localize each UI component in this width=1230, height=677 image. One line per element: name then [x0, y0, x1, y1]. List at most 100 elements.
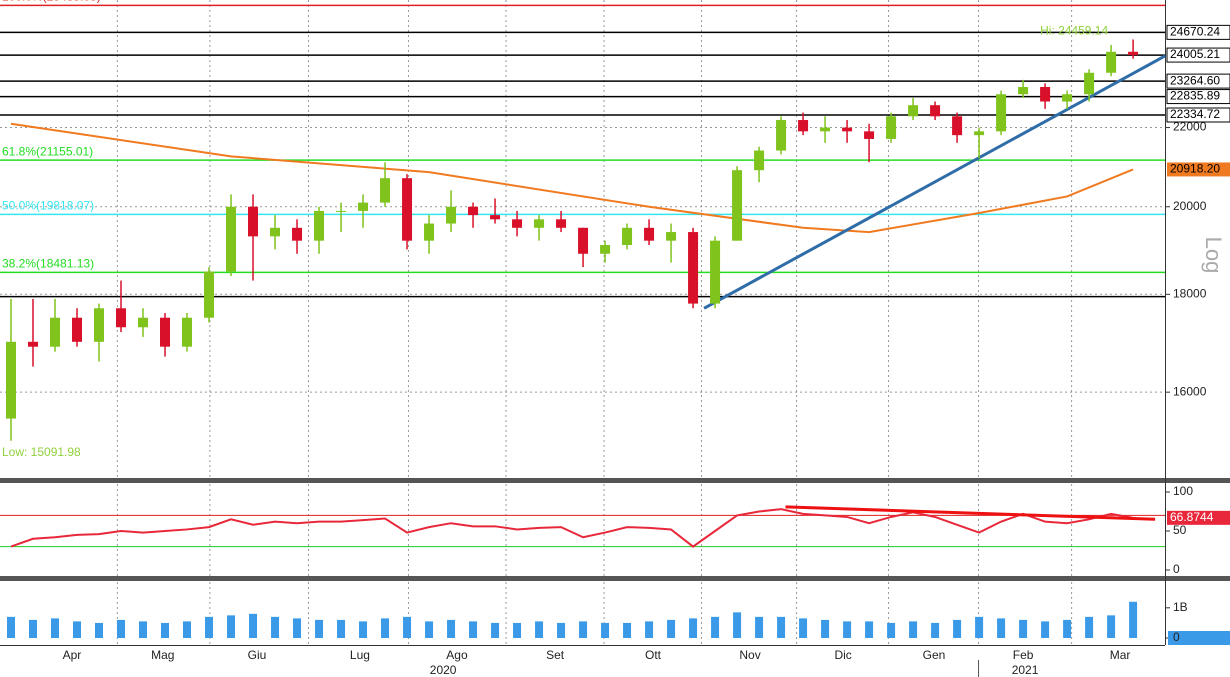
volume-bar	[447, 619, 456, 638]
volume-bar	[1063, 619, 1072, 638]
candle-body	[1040, 87, 1051, 102]
candle-body	[94, 308, 105, 342]
candle-body	[336, 210, 347, 212]
axis-label: Log	[1201, 237, 1226, 274]
candle-body	[424, 223, 435, 241]
volume-bar	[1019, 619, 1028, 638]
candle-body	[732, 170, 743, 241]
trendline	[703, 54, 1166, 310]
level-label: 22835.89	[1170, 89, 1220, 103]
level-label: 23264.60	[1170, 73, 1220, 87]
candle-body	[952, 116, 963, 136]
volume-bar	[403, 616, 412, 638]
volume-bar	[161, 622, 170, 638]
x-tick-label: Apr	[63, 648, 82, 662]
candle-body	[930, 105, 941, 117]
year-label: 2021	[1012, 663, 1039, 677]
y-tick-label: 1B	[1173, 600, 1188, 614]
candle-body	[974, 131, 985, 136]
ma-label-box	[1167, 162, 1230, 177]
x-tick-label: Feb	[1013, 648, 1034, 662]
volume-bar	[1129, 601, 1138, 638]
candle-body	[248, 206, 259, 237]
volume-bar	[887, 622, 896, 638]
candle-body	[798, 120, 809, 132]
volume-bar	[535, 621, 544, 638]
y-tick-label: 20000	[1173, 199, 1207, 213]
candle-body	[204, 271, 215, 318]
panel-separator	[0, 576, 1230, 581]
volume-bar	[183, 621, 192, 638]
x-tick-label: Nov	[739, 648, 760, 662]
candle-body	[1106, 51, 1117, 73]
x-tick-label: Gen	[923, 648, 946, 662]
x-tick-label: Set	[546, 648, 565, 662]
candle-body	[270, 227, 281, 237]
volume-bar	[7, 616, 16, 638]
volume-bar	[359, 621, 368, 638]
level-label: 50.0%(19818.07)	[2, 199, 94, 213]
candle-body	[490, 215, 501, 220]
x-tick-label: Giu	[248, 648, 267, 662]
candle-body	[864, 131, 875, 139]
candle-body	[160, 317, 171, 347]
level-label-box	[1166, 24, 1230, 40]
volume-bar	[249, 613, 258, 638]
volume-bar	[227, 615, 236, 638]
candle-body	[6, 341, 17, 419]
moving-average	[10, 122, 1134, 234]
annotation: Hi: 24459.14	[1040, 24, 1108, 38]
level-label: 100.0%(25485.05)	[2, 0, 101, 4]
volume-bar	[579, 621, 588, 638]
value-label-box	[1167, 510, 1230, 525]
candle-body	[886, 116, 897, 139]
candle-body	[50, 317, 61, 347]
candle-body	[358, 202, 369, 211]
candle-body	[776, 120, 787, 151]
candle-body	[1062, 94, 1073, 102]
volume-bar	[733, 612, 742, 638]
volume-bar	[95, 622, 104, 638]
level-label-box	[1166, 47, 1230, 63]
candle-body	[380, 178, 391, 203]
volume-bar	[711, 616, 720, 638]
volume-bar	[997, 618, 1006, 638]
candle-body	[556, 219, 567, 228]
volume-bar	[425, 621, 434, 638]
candle-body	[534, 219, 545, 228]
y-tick-label: 0	[1173, 562, 1180, 576]
candle-body	[644, 227, 655, 241]
volume-bar	[865, 621, 874, 638]
candle-body	[820, 127, 831, 132]
volume-bar	[557, 622, 566, 638]
candle-body	[72, 317, 83, 342]
volume-bar	[843, 621, 852, 638]
level-label-box	[1166, 73, 1230, 89]
candle-body	[1018, 87, 1029, 95]
volume-bar	[337, 619, 346, 638]
candle-body	[468, 206, 479, 216]
volume-bar	[315, 619, 324, 638]
y-tick-label: 16000	[1173, 384, 1207, 398]
volume-bar	[931, 622, 940, 638]
year-label: 2020	[430, 663, 457, 677]
volume-bar	[469, 621, 478, 638]
candle-body	[116, 308, 127, 328]
volume-bar	[821, 619, 830, 638]
candle-body	[842, 127, 853, 132]
level-label: 61.8%(21155.01)	[2, 144, 93, 158]
volume-bar	[29, 619, 38, 638]
x-tick-label: Mar	[1110, 648, 1131, 662]
x-tick-label: Lug	[350, 648, 370, 662]
volume-bar	[975, 616, 984, 638]
volume-bar	[1041, 621, 1050, 638]
annotation: Low: 15091.98	[2, 445, 81, 459]
volume-bar	[381, 618, 390, 638]
volume-bar	[799, 618, 808, 638]
volume-bar	[777, 616, 786, 638]
volume-bar	[645, 621, 654, 638]
rsi-line	[10, 508, 1134, 548]
y-tick-label: 22000	[1173, 120, 1207, 134]
candle-body	[996, 94, 1007, 132]
volume-bar	[667, 619, 676, 638]
